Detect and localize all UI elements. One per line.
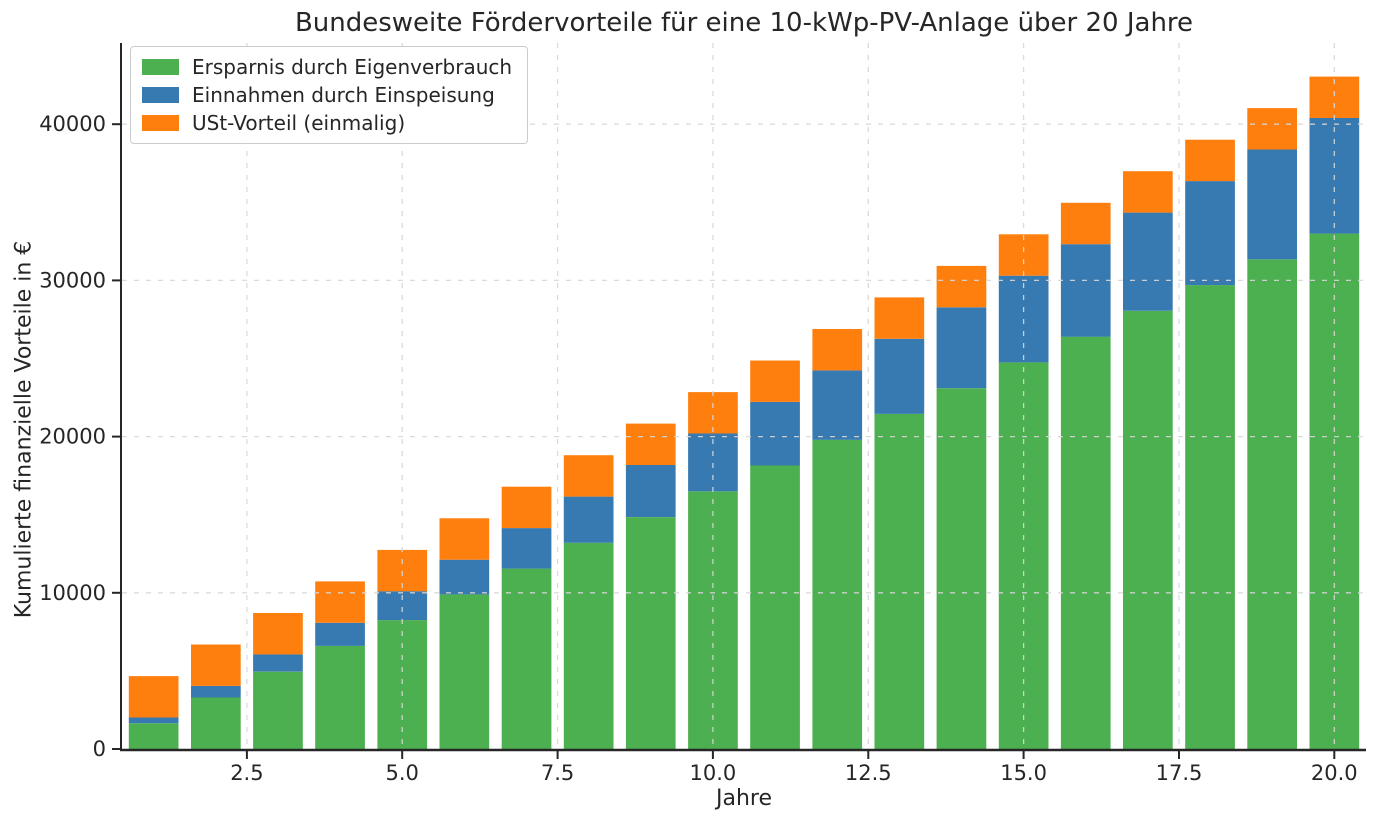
y-tick-label: 10000 — [39, 581, 106, 605]
chart-title: Bundesweite Fördervorteile für eine 10-k… — [294, 8, 1194, 38]
bar-segment-year-15 — [998, 234, 1049, 276]
x-tick-label: 7.5 — [541, 761, 574, 785]
bar-segment-year-9 — [625, 423, 676, 465]
bar-segment-year-16 — [1060, 202, 1111, 245]
bar-segment-year-1 — [128, 717, 179, 724]
x-tick-label: 17.5 — [1156, 761, 1203, 785]
bar-segment-year-19 — [1247, 149, 1297, 260]
bar-segment-year-8 — [563, 496, 614, 543]
bar-segment-year-14 — [936, 307, 987, 389]
bar-segment-year-7 — [501, 528, 552, 569]
bar-segment-year-12 — [812, 370, 863, 440]
legend-swatch-icon — [142, 59, 179, 75]
legend-swatch-icon — [142, 115, 179, 131]
bar-segment-year-16 — [1060, 336, 1111, 749]
bar-segment-year-14 — [936, 388, 987, 749]
bar-segment-year-8 — [563, 542, 614, 749]
legend-label: USt-Vorteil (einmalig) — [192, 111, 406, 135]
legend-item: Einnahmen durch Einspeisung — [142, 84, 512, 106]
legend-item: Ersparnis durch Eigenverbrauch — [142, 56, 512, 78]
bar-segment-year-13 — [874, 297, 925, 339]
bar-segment-year-15 — [998, 362, 1049, 749]
legend-label: Ersparnis durch Eigenverbrauch — [192, 55, 513, 79]
bar-segment-year-18 — [1185, 139, 1235, 182]
bar-segment-year-9 — [625, 465, 676, 517]
bar-segment-year-17 — [1123, 212, 1173, 311]
bar-segment-year-11 — [750, 360, 800, 402]
y-axis-label: Kumulierte finanzielle Vorteile in € — [11, 240, 37, 619]
legend-item: USt-Vorteil (einmalig) — [142, 112, 512, 134]
x-axis-label: Jahre — [715, 786, 772, 811]
bar-segment-year-6 — [439, 594, 490, 749]
bar-segment-year-2 — [191, 697, 241, 749]
bar-segment-year-3 — [253, 671, 303, 749]
bar-segment-year-18 — [1185, 285, 1235, 749]
bar-segment-year-7 — [501, 568, 552, 749]
bar-segment-year-16 — [1060, 244, 1111, 337]
bar-segment-year-13 — [874, 338, 925, 414]
bar-segment-year-17 — [1123, 310, 1173, 749]
bar-segment-year-7 — [501, 486, 552, 529]
bar-segment-year-10 — [688, 392, 738, 434]
bar-segment-year-6 — [439, 518, 490, 560]
bar-segment-year-4 — [315, 622, 365, 646]
bar-segment-year-9 — [625, 517, 676, 749]
legend-swatch-icon — [142, 87, 179, 103]
bar-segment-year-17 — [1123, 171, 1173, 213]
bar-segment-year-3 — [253, 654, 303, 672]
bar-segment-year-14 — [936, 265, 987, 308]
bar-segment-year-6 — [439, 559, 490, 595]
y-tick-label: 0 — [93, 737, 106, 761]
bar-segment-year-3 — [253, 613, 303, 655]
x-tick-label: 10.0 — [690, 761, 737, 785]
bar-segment-year-1 — [128, 723, 179, 749]
y-tick-label: 30000 — [39, 268, 106, 292]
bar-segment-year-11 — [750, 465, 800, 749]
bar-segment-year-1 — [128, 676, 179, 718]
legend-label: Einnahmen durch Einspeisung — [192, 83, 495, 107]
legend: Ersparnis durch Eigenverbrauch Einnahmen … — [130, 46, 529, 144]
bar-segment-year-11 — [750, 401, 800, 466]
bar-segment-year-19 — [1247, 259, 1297, 749]
bar-segment-year-18 — [1185, 181, 1235, 286]
bar-segment-year-12 — [812, 439, 863, 749]
bar-segment-year-4 — [315, 645, 365, 749]
x-tick-label: 20.0 — [1311, 761, 1358, 785]
bar-segment-year-19 — [1247, 108, 1297, 150]
bar-segment-year-12 — [812, 329, 863, 371]
y-tick-label: 20000 — [39, 425, 106, 449]
x-tick-label: 2.5 — [230, 761, 263, 785]
bar-segment-year-2 — [191, 644, 241, 686]
bar-segment-year-2 — [191, 685, 241, 698]
y-tick-label: 40000 — [39, 112, 106, 136]
bar-segment-year-4 — [315, 581, 365, 623]
bar-segment-year-13 — [874, 414, 925, 749]
x-tick-label: 12.5 — [845, 761, 892, 785]
x-tick-label: 5.0 — [385, 761, 418, 785]
x-tick-label: 15.0 — [1000, 761, 1047, 785]
bar-segment-year-8 — [563, 455, 614, 497]
